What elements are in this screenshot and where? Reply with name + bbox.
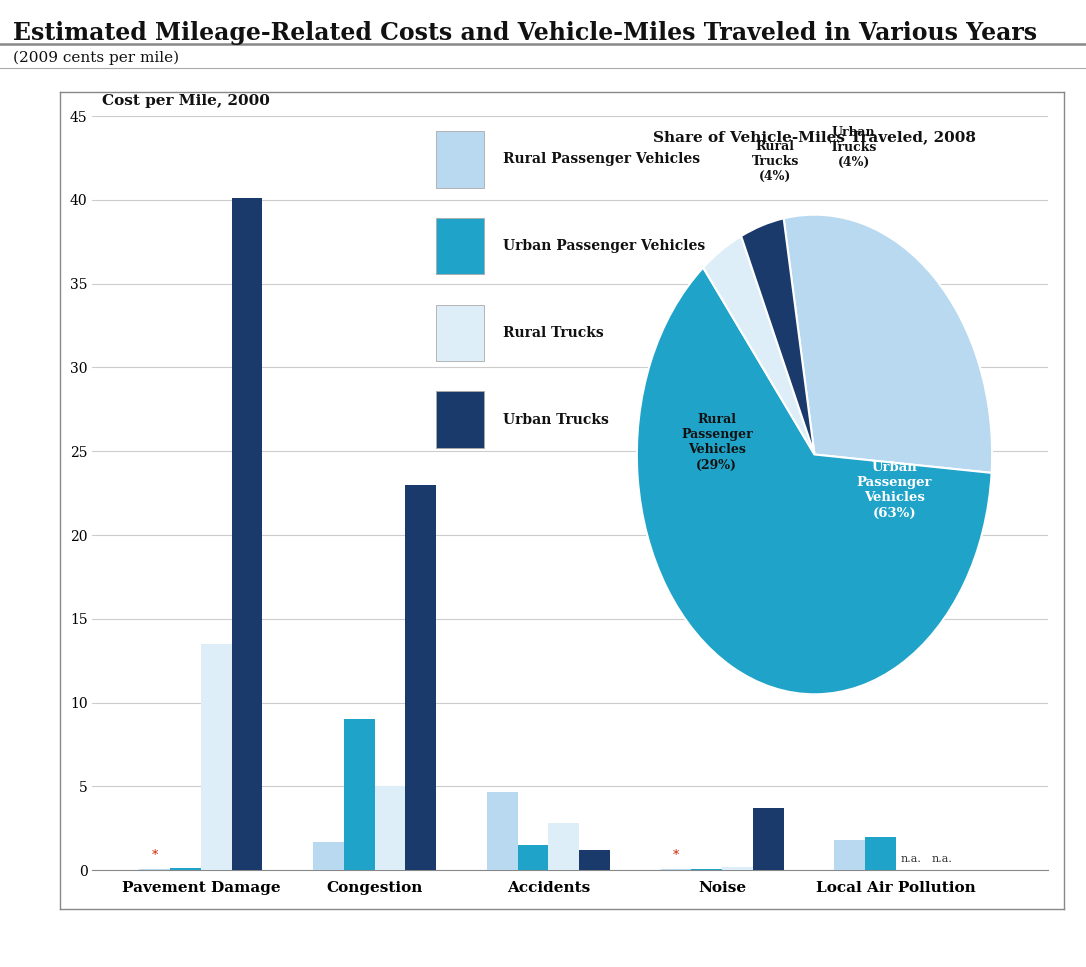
Text: *: * <box>673 849 679 862</box>
Text: Cost per Mile, 2000: Cost per Mile, 2000 <box>102 95 269 108</box>
Text: Urban Passenger Vehicles: Urban Passenger Vehicles <box>503 239 706 253</box>
Bar <box>834 840 866 870</box>
Text: n.a.: n.a. <box>901 855 922 864</box>
Bar <box>518 845 548 870</box>
Bar <box>437 132 484 188</box>
Bar <box>344 719 375 870</box>
Bar <box>866 836 896 870</box>
Text: (2009 cents per mile): (2009 cents per mile) <box>13 50 179 65</box>
Bar <box>313 842 344 870</box>
Bar <box>579 850 610 870</box>
Text: Rural Trucks: Rural Trucks <box>503 326 604 339</box>
Bar <box>437 392 484 448</box>
Bar <box>753 808 784 870</box>
Bar <box>171 867 201 870</box>
Bar <box>548 823 579 870</box>
Bar <box>487 792 518 870</box>
Bar <box>201 644 231 870</box>
Text: Urban
Passenger
Vehicles
(63%): Urban Passenger Vehicles (63%) <box>857 461 932 519</box>
Text: n.a.: n.a. <box>932 855 952 864</box>
Bar <box>231 198 263 870</box>
Text: Urban Trucks: Urban Trucks <box>503 413 609 426</box>
Text: *: * <box>152 849 157 862</box>
Wedge shape <box>636 268 992 694</box>
Bar <box>405 484 437 870</box>
Text: Urban
Trucks
(4%): Urban Trucks (4%) <box>830 126 877 169</box>
Bar <box>437 305 484 361</box>
Text: Estimated Mileage-Related Costs and Vehicle-Miles Traveled in Various Years: Estimated Mileage-Related Costs and Vehi… <box>13 21 1037 45</box>
Wedge shape <box>704 236 814 454</box>
Wedge shape <box>741 219 814 454</box>
Title: Share of Vehicle-Miles Traveled, 2008: Share of Vehicle-Miles Traveled, 2008 <box>653 130 976 144</box>
Bar <box>722 867 753 870</box>
Text: Rural
Passenger
Vehicles
(29%): Rural Passenger Vehicles (29%) <box>681 414 753 472</box>
Text: Rural
Trucks
(4%): Rural Trucks (4%) <box>752 140 799 184</box>
Bar <box>692 868 722 870</box>
Bar <box>437 218 484 275</box>
Text: Rural Passenger Vehicles: Rural Passenger Vehicles <box>503 153 700 166</box>
Wedge shape <box>784 215 993 473</box>
Bar <box>375 786 405 870</box>
